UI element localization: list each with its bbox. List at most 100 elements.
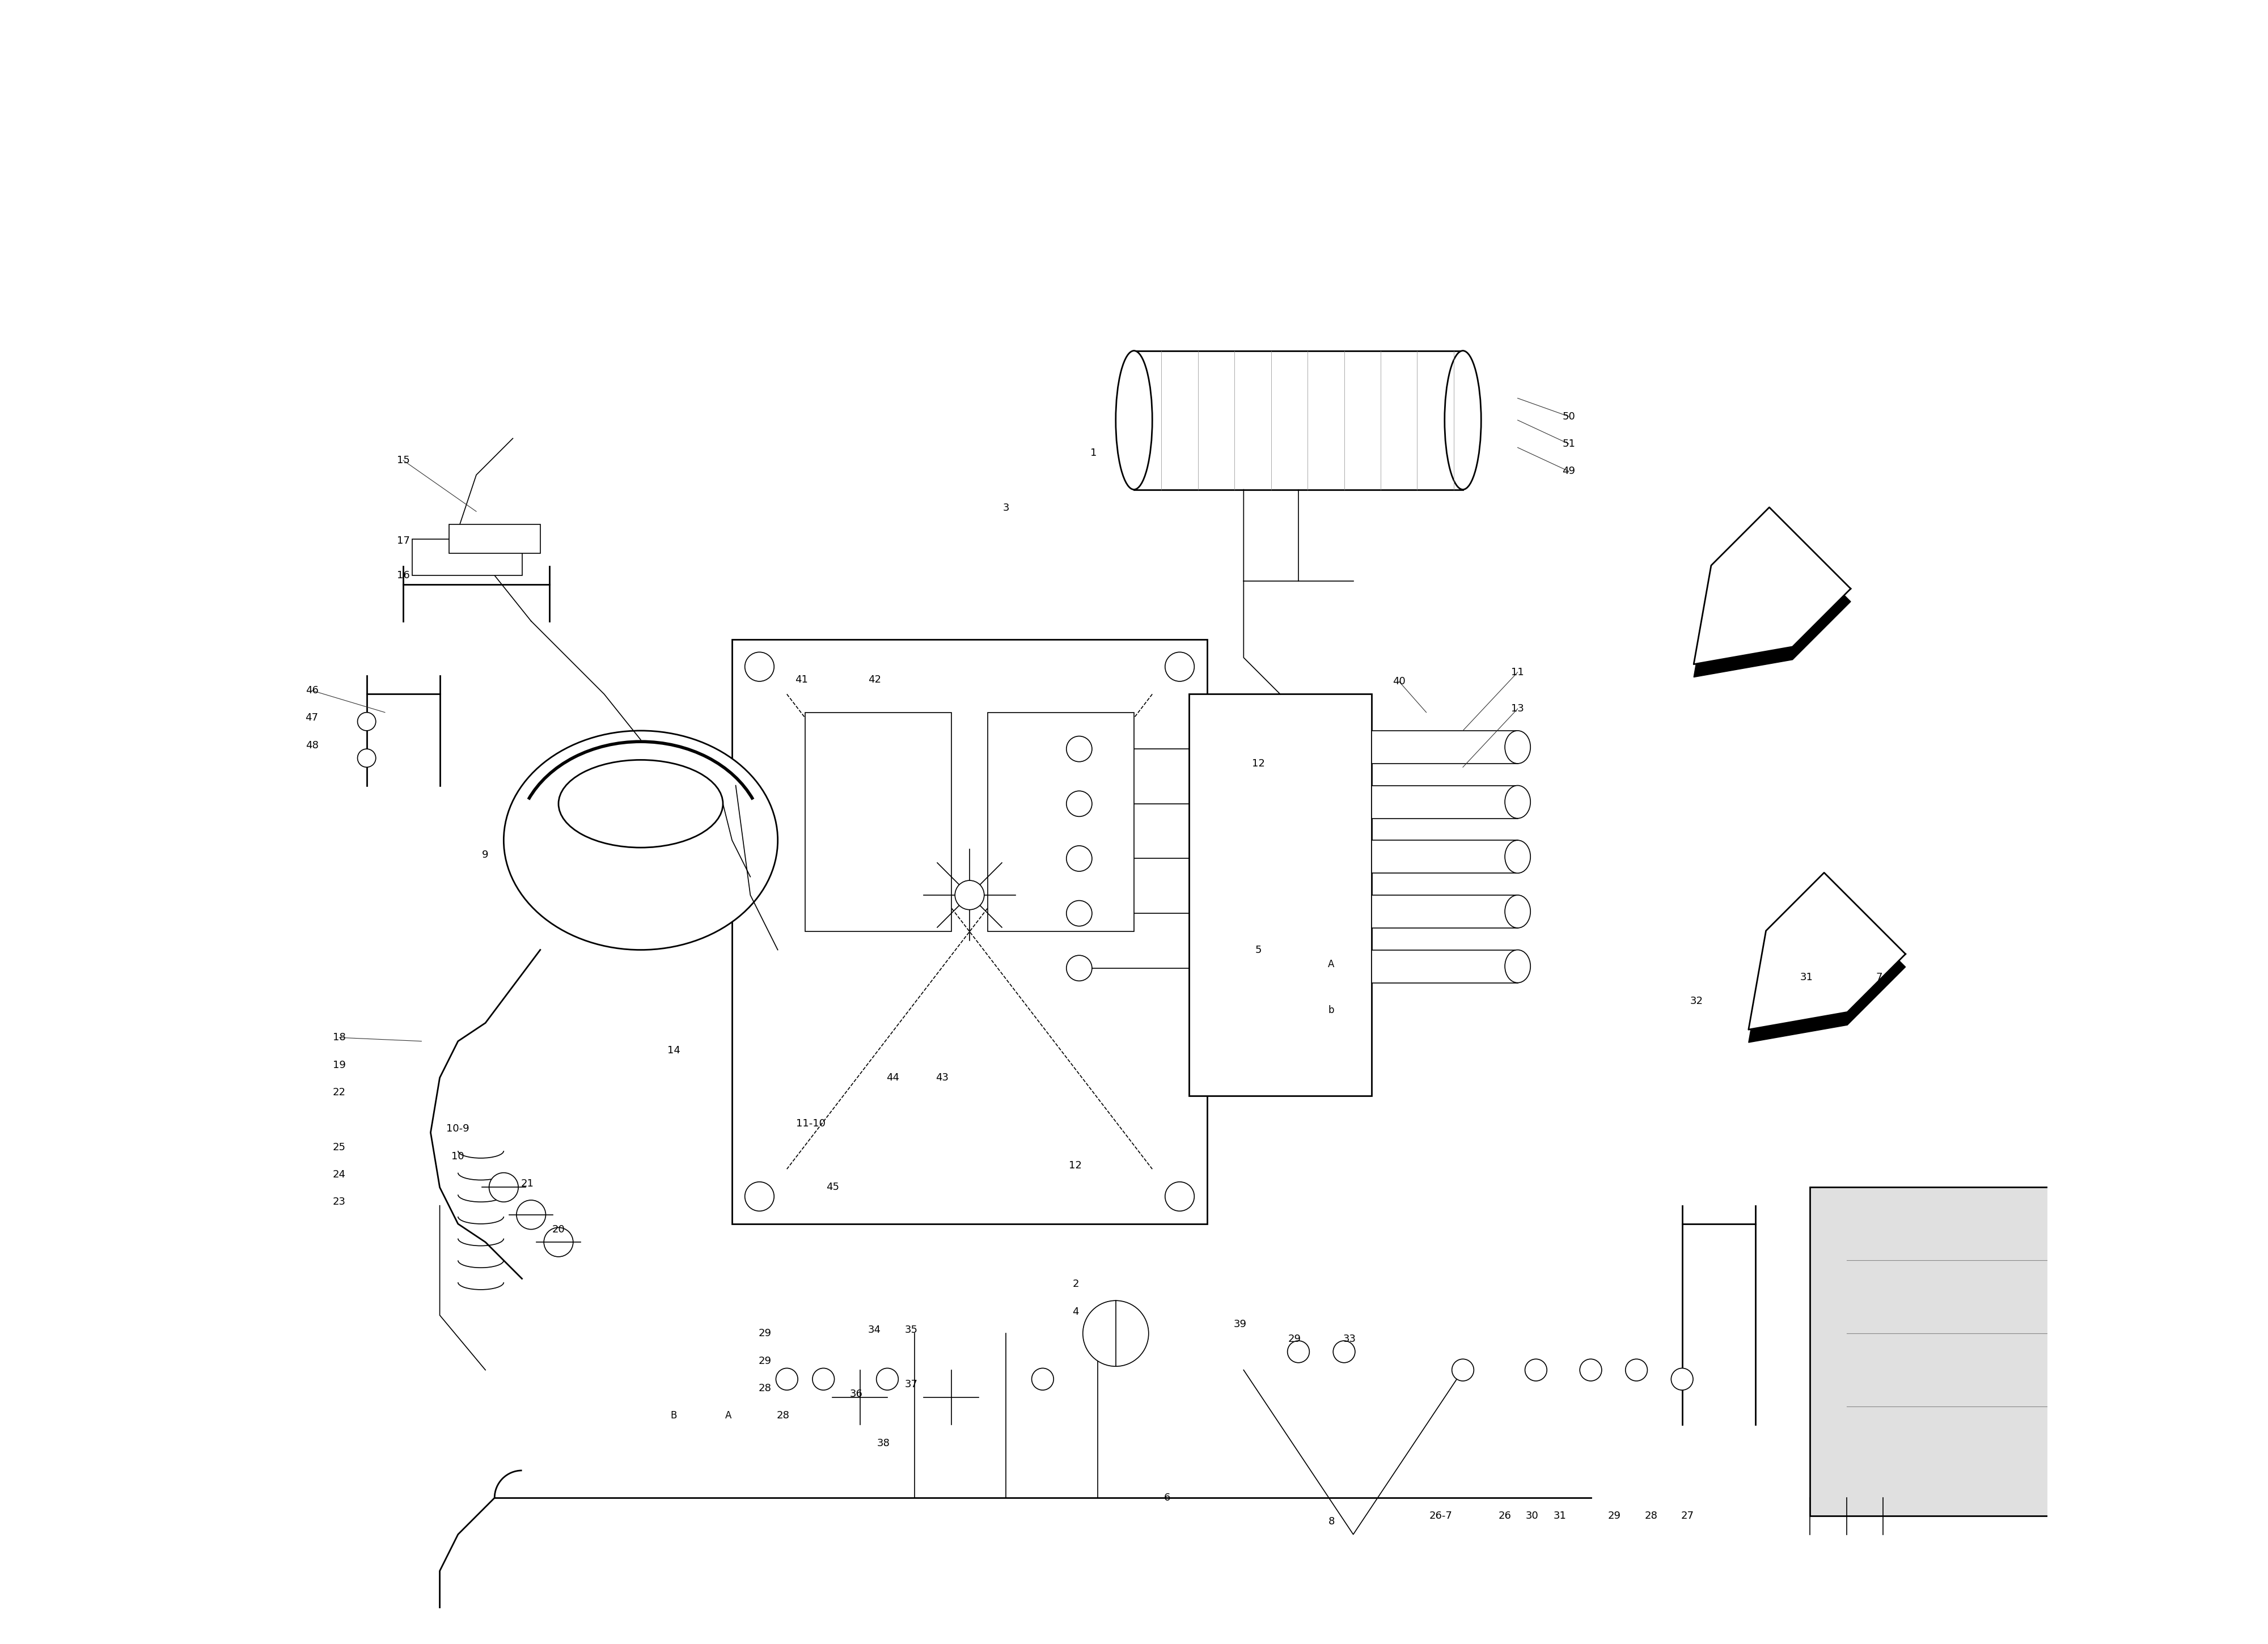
Text: 26: 26 (1499, 1511, 1510, 1521)
Circle shape (1334, 1342, 1354, 1363)
Text: 48: 48 (306, 740, 318, 750)
Text: 16: 16 (397, 570, 411, 580)
Circle shape (517, 1200, 547, 1230)
Text: 32: 32 (1690, 996, 1703, 1006)
Circle shape (776, 1368, 798, 1391)
Text: 21: 21 (522, 1179, 533, 1189)
Text: 27: 27 (1681, 1511, 1694, 1521)
Ellipse shape (1506, 786, 1531, 819)
Circle shape (1032, 1368, 1055, 1391)
Text: 9: 9 (483, 850, 488, 860)
Ellipse shape (1116, 350, 1152, 490)
Text: 44: 44 (887, 1072, 900, 1083)
Text: 11-10: 11-10 (796, 1118, 826, 1128)
Bar (1188, 694, 1372, 1097)
Text: 12: 12 (1068, 1161, 1082, 1171)
Text: 37: 37 (905, 1379, 919, 1389)
Text: 43: 43 (937, 1072, 948, 1083)
Bar (1810, 1187, 2102, 1516)
Bar (805, 712, 950, 932)
Text: 40: 40 (1393, 676, 1406, 687)
Text: 10: 10 (451, 1151, 465, 1161)
Circle shape (1288, 1342, 1309, 1363)
Circle shape (1166, 653, 1195, 681)
Text: 38: 38 (878, 1438, 889, 1448)
Circle shape (1066, 955, 1091, 981)
Circle shape (744, 653, 773, 681)
Text: 33: 33 (1343, 1333, 1356, 1345)
Text: 29: 29 (758, 1356, 771, 1366)
Bar (1372, 950, 1517, 983)
Text: 20: 20 (551, 1225, 565, 1235)
Ellipse shape (1506, 894, 1531, 927)
Ellipse shape (1506, 730, 1531, 763)
Text: 1: 1 (1091, 447, 1098, 459)
Circle shape (1066, 901, 1091, 926)
Text: 24: 24 (333, 1169, 345, 1180)
Ellipse shape (503, 730, 778, 950)
Text: 17: 17 (397, 536, 411, 546)
Text: 29: 29 (1288, 1333, 1302, 1345)
Ellipse shape (1445, 350, 1481, 490)
Text: 14: 14 (667, 1046, 680, 1055)
Circle shape (1066, 791, 1091, 817)
Text: A: A (1329, 960, 1334, 970)
Ellipse shape (1506, 950, 1531, 983)
Text: 3: 3 (1002, 503, 1009, 513)
Circle shape (1452, 1360, 1474, 1381)
Polygon shape (1749, 886, 1905, 1042)
Text: 28: 28 (758, 1383, 771, 1394)
Text: 46: 46 (306, 686, 318, 695)
Circle shape (812, 1368, 835, 1391)
Text: 50: 50 (1563, 411, 1576, 421)
Text: 41: 41 (796, 674, 807, 684)
Text: 13: 13 (1510, 704, 1524, 713)
Bar (1134, 350, 1463, 490)
Text: 45: 45 (826, 1182, 839, 1192)
Text: B: B (671, 1411, 676, 1420)
Bar (1372, 840, 1517, 873)
Circle shape (490, 1172, 519, 1202)
Text: 49: 49 (1563, 467, 1576, 477)
Text: 42: 42 (869, 674, 880, 684)
Bar (413, 539, 522, 575)
Polygon shape (1749, 873, 1905, 1029)
Text: 28: 28 (776, 1411, 789, 1420)
Text: 8: 8 (1329, 1516, 1334, 1527)
Text: b: b (1329, 1004, 1334, 1016)
Text: 47: 47 (306, 713, 318, 723)
Text: 39: 39 (1234, 1318, 1247, 1330)
Circle shape (955, 881, 984, 909)
Circle shape (1672, 1368, 1692, 1391)
Text: 15: 15 (397, 455, 411, 465)
Text: 6: 6 (1163, 1493, 1170, 1503)
Text: 5: 5 (1254, 945, 1261, 955)
Circle shape (1082, 1300, 1148, 1366)
Circle shape (1524, 1360, 1547, 1381)
Text: 26-7: 26-7 (1429, 1511, 1452, 1521)
Circle shape (1581, 1360, 1601, 1381)
Text: 7: 7 (1876, 972, 1882, 983)
Circle shape (358, 712, 376, 730)
Text: 2: 2 (1073, 1279, 1080, 1289)
Circle shape (1066, 845, 1091, 871)
Text: 4: 4 (1073, 1307, 1080, 1317)
Text: 18: 18 (333, 1032, 345, 1042)
Text: 36: 36 (850, 1389, 862, 1399)
Text: 28: 28 (1644, 1511, 1658, 1521)
Ellipse shape (2057, 1236, 2148, 1466)
Text: 10-9: 10-9 (447, 1124, 469, 1134)
Bar (449, 524, 540, 554)
Text: 35: 35 (905, 1325, 919, 1335)
Text: 29: 29 (1608, 1511, 1622, 1521)
Bar (1372, 786, 1517, 819)
Text: 12: 12 (1252, 758, 1266, 769)
Ellipse shape (1506, 840, 1531, 873)
Bar (1372, 894, 1517, 927)
Text: 19: 19 (333, 1060, 345, 1070)
Circle shape (875, 1368, 898, 1391)
Bar (733, 640, 1207, 1223)
Circle shape (1626, 1360, 1647, 1381)
Text: 31: 31 (1554, 1511, 1567, 1521)
Text: 34: 34 (869, 1325, 880, 1335)
